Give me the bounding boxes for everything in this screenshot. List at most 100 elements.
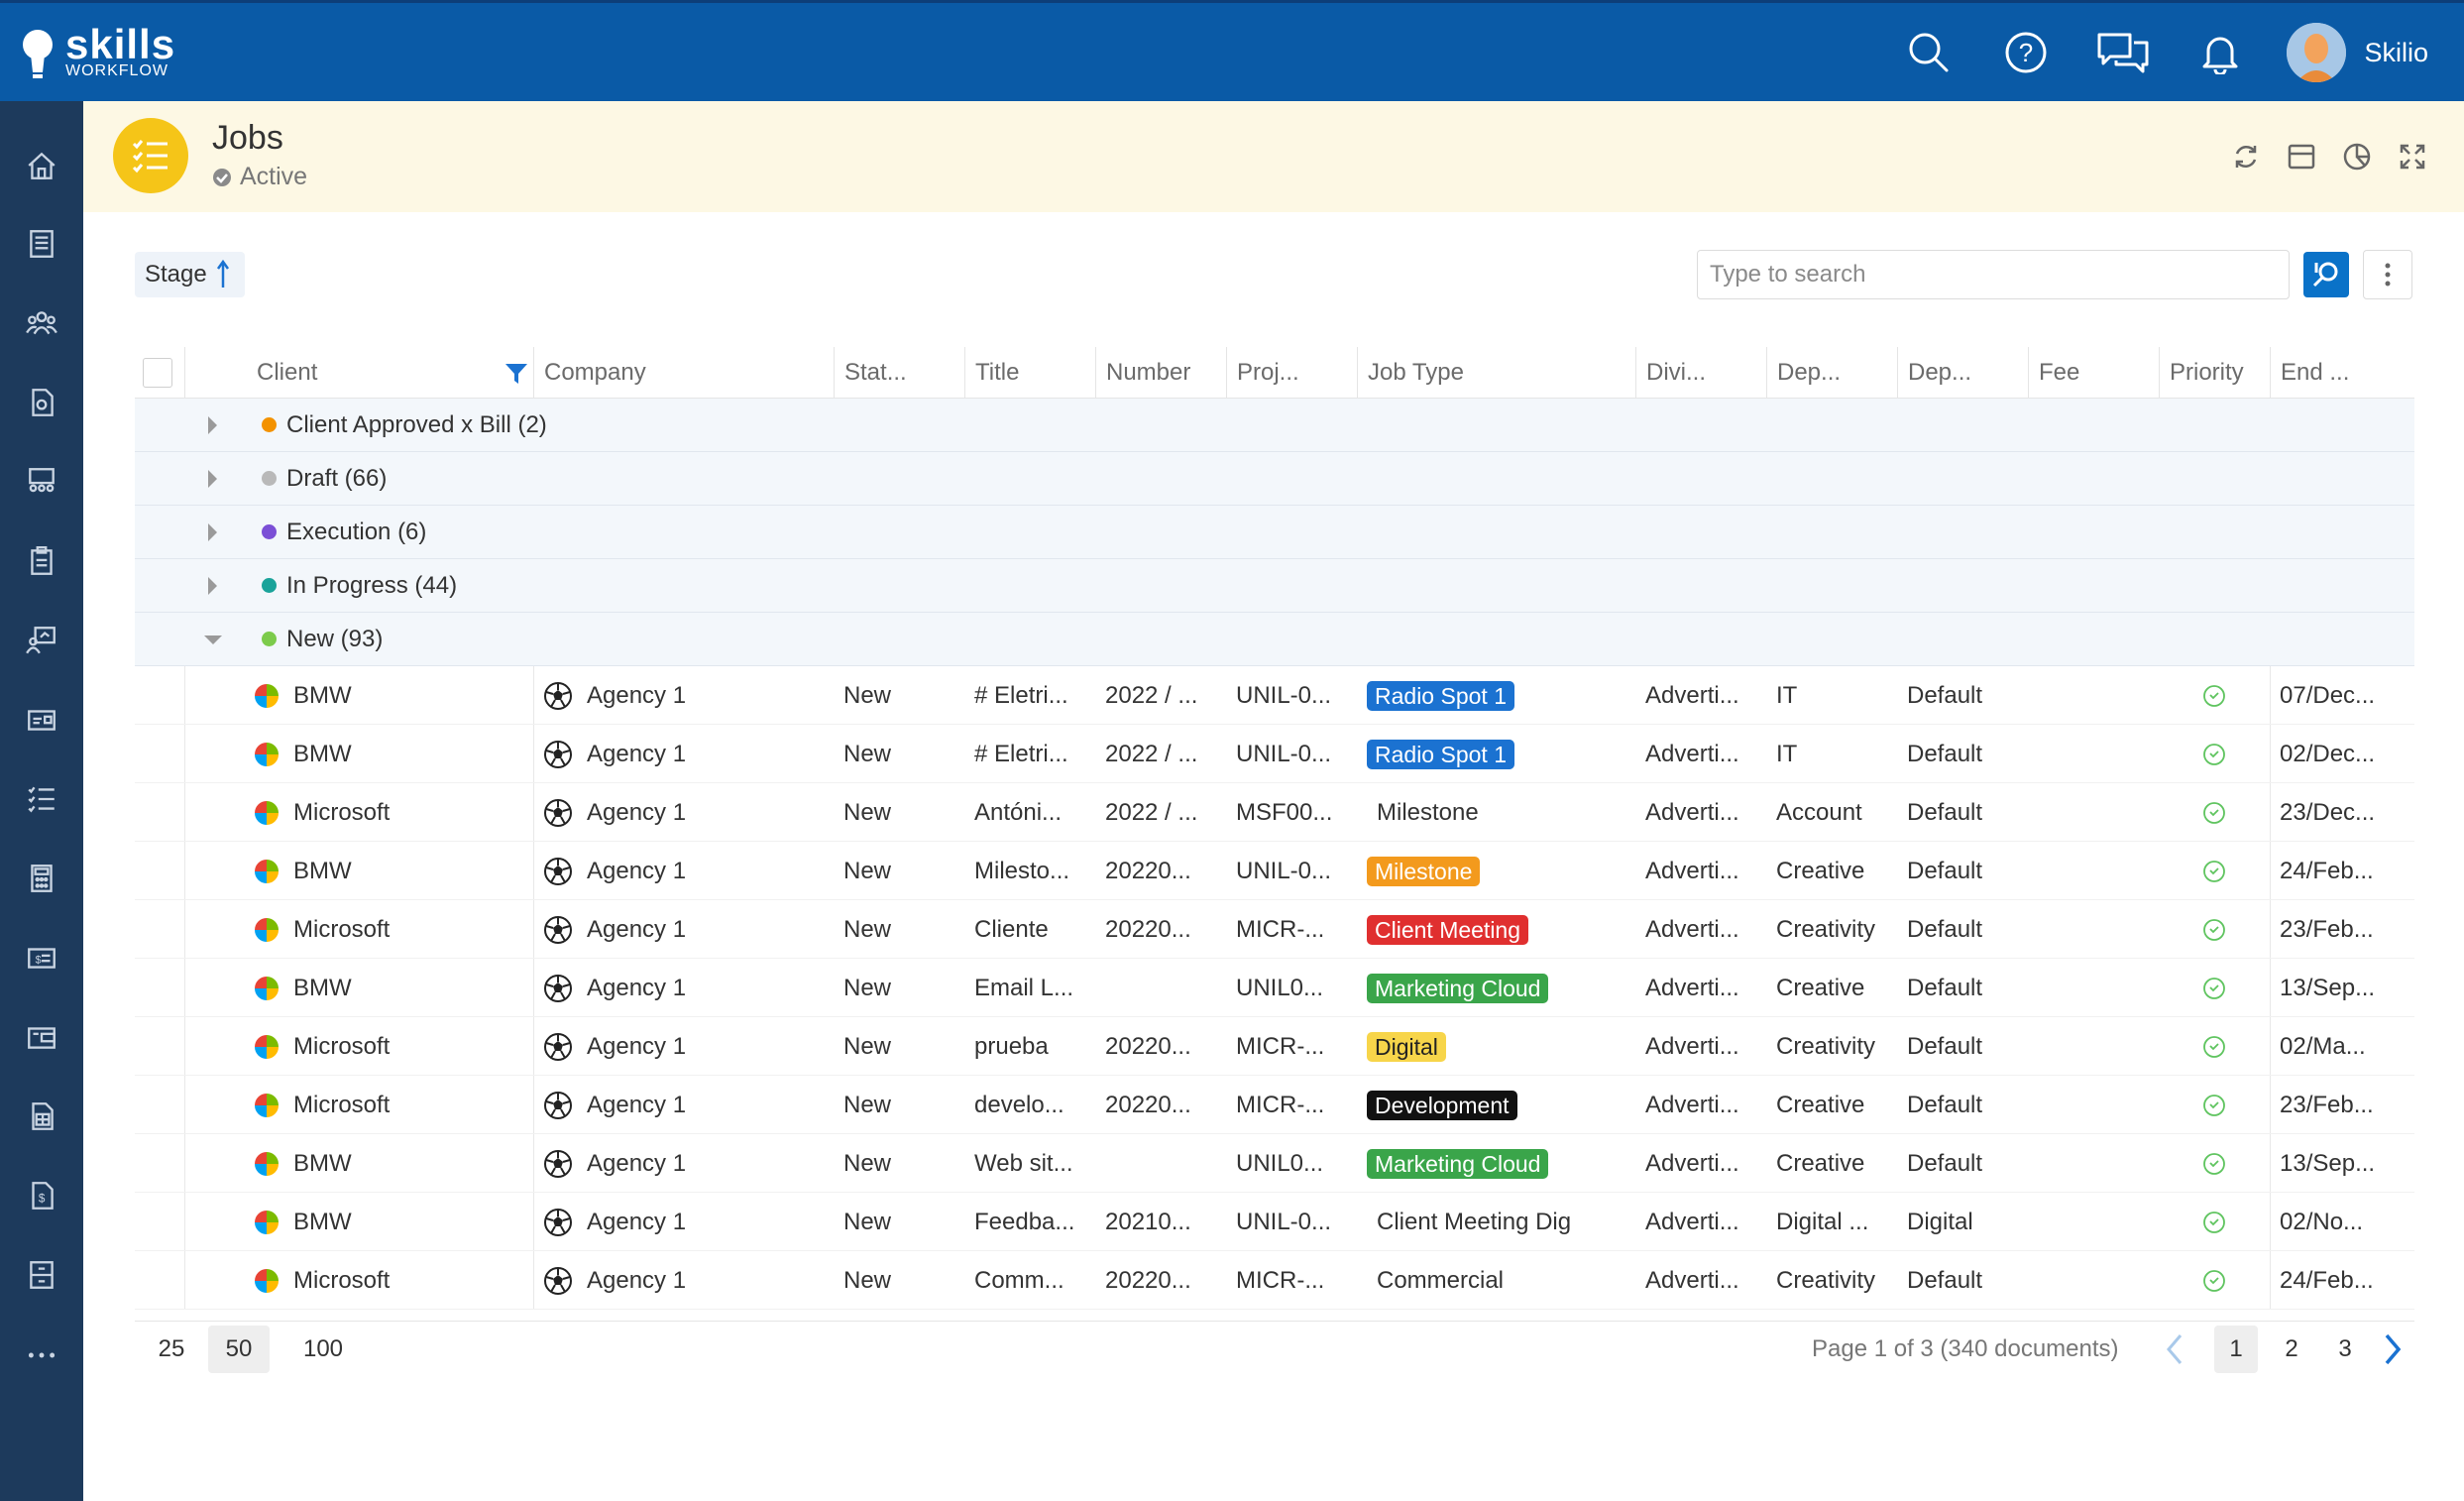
col-title-header[interactable]: Title [964, 347, 1095, 399]
chat-icon[interactable] [2074, 4, 2172, 101]
col-department-2-header[interactable]: Dep... [1897, 347, 2028, 399]
col-title-value: Comm... [974, 1266, 1064, 1294]
stage-sort-chip[interactable]: Stage [135, 252, 245, 297]
table-row[interactable]: Microsoft Agency 1 New Antóni... 2022 / ... M… [135, 783, 2414, 842]
col-priority-cell [2159, 1251, 2270, 1310]
caret-down-icon[interactable] [200, 627, 226, 659]
col-department-value: Creative [1776, 1091, 1865, 1118]
calculator-icon[interactable] [0, 849, 83, 908]
client-name: BMW [293, 740, 352, 767]
book-icon[interactable] [0, 214, 83, 274]
col-status-cell: New [834, 1134, 964, 1193]
col-fee-header[interactable]: Fee [2028, 347, 2159, 399]
page-size-50[interactable]: 50 [208, 1326, 270, 1373]
table-row[interactable]: BMW Agency 1 New Email L... UNIL0... Marketin… [135, 959, 2414, 1017]
chart-icon[interactable] [2329, 137, 2385, 176]
table-row[interactable]: Microsoft Agency 1 New Cliente 20220... MICR-… [135, 900, 2414, 959]
archive-icon[interactable] [0, 1245, 83, 1305]
col-client-header[interactable]: Client [184, 347, 533, 399]
col-project-header[interactable]: Proj... [1226, 347, 1357, 399]
page-size-100[interactable]: 100 [302, 1335, 344, 1362]
bell-icon[interactable] [2172, 4, 2269, 101]
priority-icon[interactable] [2202, 1211, 2226, 1234]
next-page-icon[interactable] [2371, 1326, 2414, 1373]
col-status-cell: New [834, 1076, 964, 1134]
group-row[interactable]: New (93) [135, 613, 2414, 666]
help-icon[interactable]: ? [1977, 4, 2074, 101]
page-2-button[interactable]: 2 [2285, 1335, 2298, 1362]
refresh-icon[interactable] [2218, 137, 2274, 176]
priority-icon[interactable] [2202, 743, 2226, 766]
col-priority-header[interactable]: Priority [2159, 347, 2270, 399]
clipboard-icon[interactable] [0, 531, 83, 591]
home-icon[interactable] [0, 136, 83, 195]
checklist-icon[interactable] [0, 769, 83, 829]
priority-icon[interactable] [2202, 1152, 2226, 1176]
avatar[interactable] [2287, 23, 2347, 82]
table-row[interactable]: BMW Agency 1 New # Eletri... 2022 / ... UNIL-… [135, 666, 2414, 725]
layout-icon[interactable] [2274, 137, 2329, 176]
search-settings-button[interactable] [2303, 252, 2349, 297]
col-division-cell: Adverti... [1635, 725, 1766, 783]
search-field[interactable] [1697, 250, 2290, 299]
table-row[interactable]: BMW Agency 1 New Feedba... 20210... UNIL-0...… [135, 1193, 2414, 1251]
priority-icon[interactable] [2202, 684, 2226, 708]
meeting-icon[interactable] [0, 452, 83, 512]
column-divider [2270, 842, 2271, 899]
page-3-button[interactable]: 3 [2338, 1335, 2352, 1362]
priority-icon[interactable] [2202, 860, 2226, 883]
page-1-button[interactable]: 1 [2214, 1326, 2258, 1373]
table-row[interactable]: BMW Agency 1 New Web sit... UNIL0... Marketin… [135, 1134, 2414, 1193]
col-status-value: New [843, 1266, 892, 1294]
caret-right-icon[interactable] [200, 412, 226, 445]
more-options-button[interactable] [2363, 250, 2412, 299]
priority-icon[interactable] [2202, 801, 2226, 825]
group-row[interactable]: Execution (6) [135, 506, 2414, 559]
col-status-value: New [843, 681, 892, 709]
wallet-icon[interactable] [0, 1007, 83, 1067]
group-row[interactable]: In Progress (44) [135, 559, 2414, 613]
col-company-header[interactable]: Company [533, 347, 834, 399]
prev-page-icon[interactable] [2153, 1326, 2196, 1373]
caret-right-icon[interactable] [200, 573, 226, 606]
col-number-cell: 20220... [1095, 1251, 1226, 1310]
priority-icon[interactable] [2202, 1094, 2226, 1117]
col-division-header[interactable]: Divi... [1635, 347, 1766, 399]
app-logo[interactable]: skills WORKFLOW [20, 24, 175, 88]
table-row[interactable]: Microsoft Agency 1 New prueba 20220... MICR-.… [135, 1017, 2414, 1076]
caret-right-icon[interactable] [200, 520, 226, 552]
priority-icon[interactable] [2202, 977, 2226, 1000]
table-row[interactable]: Microsoft Agency 1 New develo... 20220... MIC… [135, 1076, 2414, 1134]
user-name[interactable]: Skilio [2364, 37, 2428, 67]
caret-right-icon[interactable] [200, 466, 226, 499]
col-end-date-cell: 02/No... [2270, 1193, 2401, 1251]
more-icon[interactable] [0, 1326, 83, 1385]
priority-icon[interactable] [2202, 1269, 2226, 1293]
group-row[interactable]: Draft (66) [135, 452, 2414, 506]
group-row[interactable]: Client Approved x Bill (2) [135, 399, 2414, 452]
col-end-date-header[interactable]: End ... [2270, 347, 2401, 399]
filter-icon[interactable] [504, 361, 529, 394]
receipt-icon[interactable]: $ [0, 1166, 83, 1225]
table-row[interactable]: BMW Agency 1 New Milesto... 20220... UNIL-0..… [135, 842, 2414, 900]
document-icon[interactable] [0, 373, 83, 432]
expand-icon[interactable] [2385, 137, 2440, 176]
col-status-value: New [843, 1091, 892, 1118]
col-number-header[interactable]: Number [1095, 347, 1226, 399]
invoice-icon[interactable]: $ [0, 928, 83, 987]
search-icon[interactable] [1880, 4, 1977, 101]
people-icon[interactable] [0, 293, 83, 353]
search-input[interactable] [1698, 251, 2289, 298]
table-row[interactable]: Microsoft Agency 1 New Comm... 20220... MICR-… [135, 1251, 2414, 1310]
priority-icon[interactable] [2202, 1035, 2226, 1059]
table-row[interactable]: BMW Agency 1 New # Eletri... 2022 / ... UNIL-… [135, 725, 2414, 783]
select-all-checkbox[interactable] [143, 358, 172, 388]
priority-icon[interactable] [2202, 918, 2226, 942]
spreadsheet-icon[interactable] [0, 1087, 83, 1146]
card-icon[interactable] [0, 690, 83, 750]
page-size-25[interactable]: 25 [158, 1335, 185, 1362]
col-department-header[interactable]: Dep... [1766, 347, 1897, 399]
col-status-header[interactable]: Stat... [834, 347, 964, 399]
presentation-icon[interactable] [0, 611, 83, 670]
col-job-type-header[interactable]: Job Type [1357, 347, 1635, 399]
